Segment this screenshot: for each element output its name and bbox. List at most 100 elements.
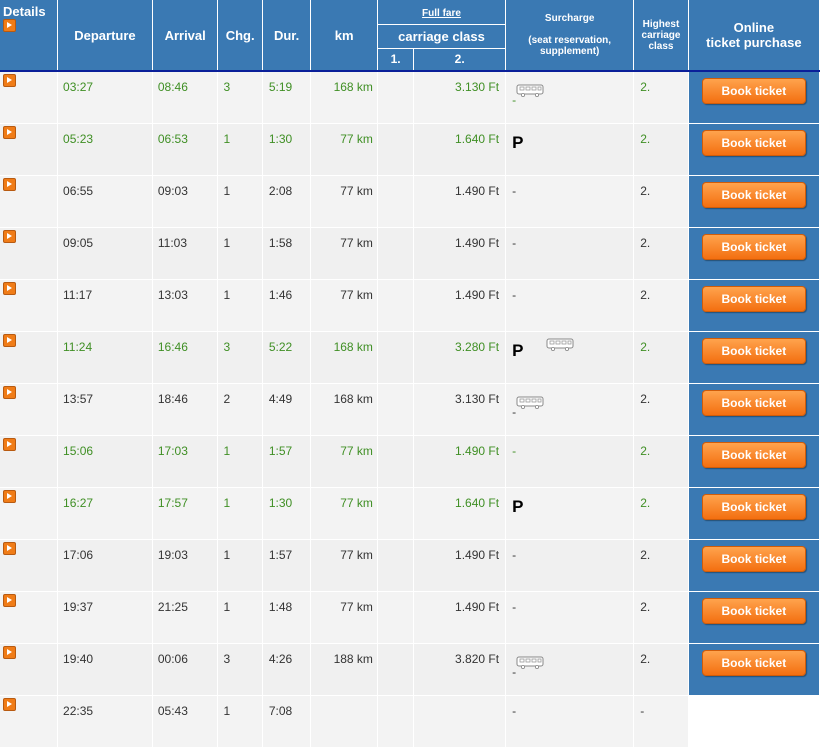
surcharge-cell: P — [505, 487, 635, 540]
departure-time: 06:55 — [57, 175, 153, 228]
departure-time: 17:06 — [57, 539, 153, 592]
fare-class2: 3.280 Ft — [413, 331, 507, 384]
show-details-icon[interactable] — [3, 542, 16, 555]
fare-class2: 3.130 Ft — [413, 71, 507, 124]
connection-row: 13:57 18:46 2 4:49 168 km 3.130 Ft - 2. Book tic… — [0, 383, 820, 436]
arrival-time: 18:46 — [152, 383, 219, 436]
changes-count: 1 — [217, 227, 263, 280]
highest-class-line2: carriage — [641, 29, 681, 41]
highest-class: 2. — [633, 123, 689, 176]
changes-count: 1 — [217, 539, 263, 592]
show-details-icon[interactable] — [3, 698, 16, 711]
book-ticket-button[interactable]: Book ticket — [701, 182, 806, 208]
connection-row: 05:23 06:53 1 1:30 77 km 1.640 Ft P 2. Book tick… — [0, 123, 820, 176]
book-cell: Book ticket — [688, 487, 820, 540]
online-line2: ticket purchase — [706, 35, 802, 50]
book-ticket-button[interactable]: Book ticket — [701, 650, 806, 676]
changes-count: 1 — [217, 175, 263, 228]
duration-header[interactable]: Dur. — [262, 0, 312, 72]
book-ticket-button[interactable]: Book ticket — [701, 130, 806, 156]
changes-count: 1 — [217, 695, 263, 748]
show-details-icon[interactable] — [3, 282, 16, 295]
expand-all-icon[interactable] — [3, 19, 16, 32]
surcharge-cell: - — [505, 175, 635, 228]
show-details-icon[interactable] — [3, 230, 16, 243]
surcharge-cell: - — [505, 643, 635, 696]
connection-row: 16:27 17:57 1 1:30 77 km 1.640 Ft P 2. Book tick… — [0, 487, 820, 540]
distance: 168 km — [310, 331, 378, 384]
fare-class2: 1.490 Ft — [413, 227, 507, 280]
arrival-time: 19:03 — [152, 539, 219, 592]
full-fare-link[interactable]: Full fare — [422, 8, 461, 20]
changes-count: 1 — [217, 123, 263, 176]
highest-class-line1: Highest — [642, 18, 680, 30]
details-header: Details — [0, 0, 59, 72]
departure-time: 22:35 — [57, 695, 153, 748]
duration: 1:58 — [262, 227, 312, 280]
details-cell — [0, 123, 59, 176]
departure-time: 19:37 — [57, 591, 153, 644]
connection-row: 11:17 13:03 1 1:46 77 km 1.490 Ft - 2. Book tick… — [0, 279, 820, 332]
distance: 77 km — [310, 487, 378, 540]
connection-row: 03:27 08:46 3 5:19 168 km 3.130 Ft - 2. Book tic… — [0, 71, 820, 124]
distance: 77 km — [310, 227, 378, 280]
show-details-icon[interactable] — [3, 594, 16, 607]
book-ticket-button[interactable]: Book ticket — [701, 338, 806, 364]
duration: 5:19 — [262, 71, 312, 124]
arrival-time: 17:57 — [152, 487, 219, 540]
duration: 1:30 — [262, 487, 312, 540]
show-details-icon[interactable] — [3, 438, 16, 451]
show-details-icon[interactable] — [3, 334, 16, 347]
changes-header[interactable]: Chg. — [217, 0, 263, 72]
fare-class2: 1.490 Ft — [413, 539, 507, 592]
book-ticket-button[interactable]: Book ticket — [701, 234, 806, 260]
duration: 1:30 — [262, 123, 312, 176]
book-ticket-button[interactable]: Book ticket — [701, 598, 806, 624]
show-details-icon[interactable] — [3, 178, 16, 191]
bus-icon — [516, 396, 544, 409]
changes-count: 1 — [217, 487, 263, 540]
departure-time: 15:06 — [57, 435, 153, 488]
show-details-icon[interactable] — [3, 126, 16, 139]
details-cell — [0, 591, 59, 644]
distance — [310, 695, 378, 748]
class2-header: 2. — [413, 48, 507, 72]
departure-header[interactable]: Departure — [57, 0, 153, 72]
fare-class1 — [377, 175, 415, 228]
arrival-time: 11:03 — [152, 227, 219, 280]
km-header[interactable]: km — [310, 0, 378, 72]
departure-time: 05:23 — [57, 123, 153, 176]
book-ticket-button[interactable]: Book ticket — [701, 286, 806, 312]
highest-class: 2. — [633, 643, 689, 696]
fare-class1 — [377, 539, 415, 592]
changes-count: 3 — [217, 71, 263, 124]
book-cell: Book ticket — [688, 643, 820, 696]
changes-count: 3 — [217, 331, 263, 384]
online-line1: Online — [733, 20, 775, 35]
book-ticket-button[interactable]: Book ticket — [701, 442, 806, 468]
arrival-header[interactable]: Arrival — [152, 0, 219, 72]
fare-class1 — [377, 71, 415, 124]
arrival-time: 09:03 — [152, 175, 219, 228]
distance: 168 km — [310, 383, 378, 436]
book-ticket-button[interactable]: Book ticket — [701, 546, 806, 572]
show-details-icon[interactable] — [3, 646, 16, 659]
book-ticket-button[interactable]: Book ticket — [701, 78, 806, 104]
highest-class: 2. — [633, 383, 689, 436]
fare-class2: 3.130 Ft — [413, 383, 507, 436]
book-ticket-button[interactable]: Book ticket — [701, 494, 806, 520]
details-cell — [0, 331, 59, 384]
fare-class1 — [377, 695, 415, 748]
book-ticket-button[interactable]: Book ticket — [701, 390, 806, 416]
show-details-icon[interactable] — [3, 490, 16, 503]
details-cell — [0, 487, 59, 540]
duration: 7:08 — [262, 695, 312, 748]
book-cell: Book ticket — [688, 435, 820, 488]
duration: 1:46 — [262, 279, 312, 332]
departure-time: 11:24 — [57, 331, 153, 384]
fare-class2: 1.490 Ft — [413, 591, 507, 644]
distance: 77 km — [310, 435, 378, 488]
show-details-icon[interactable] — [3, 74, 16, 87]
show-details-icon[interactable] — [3, 386, 16, 399]
